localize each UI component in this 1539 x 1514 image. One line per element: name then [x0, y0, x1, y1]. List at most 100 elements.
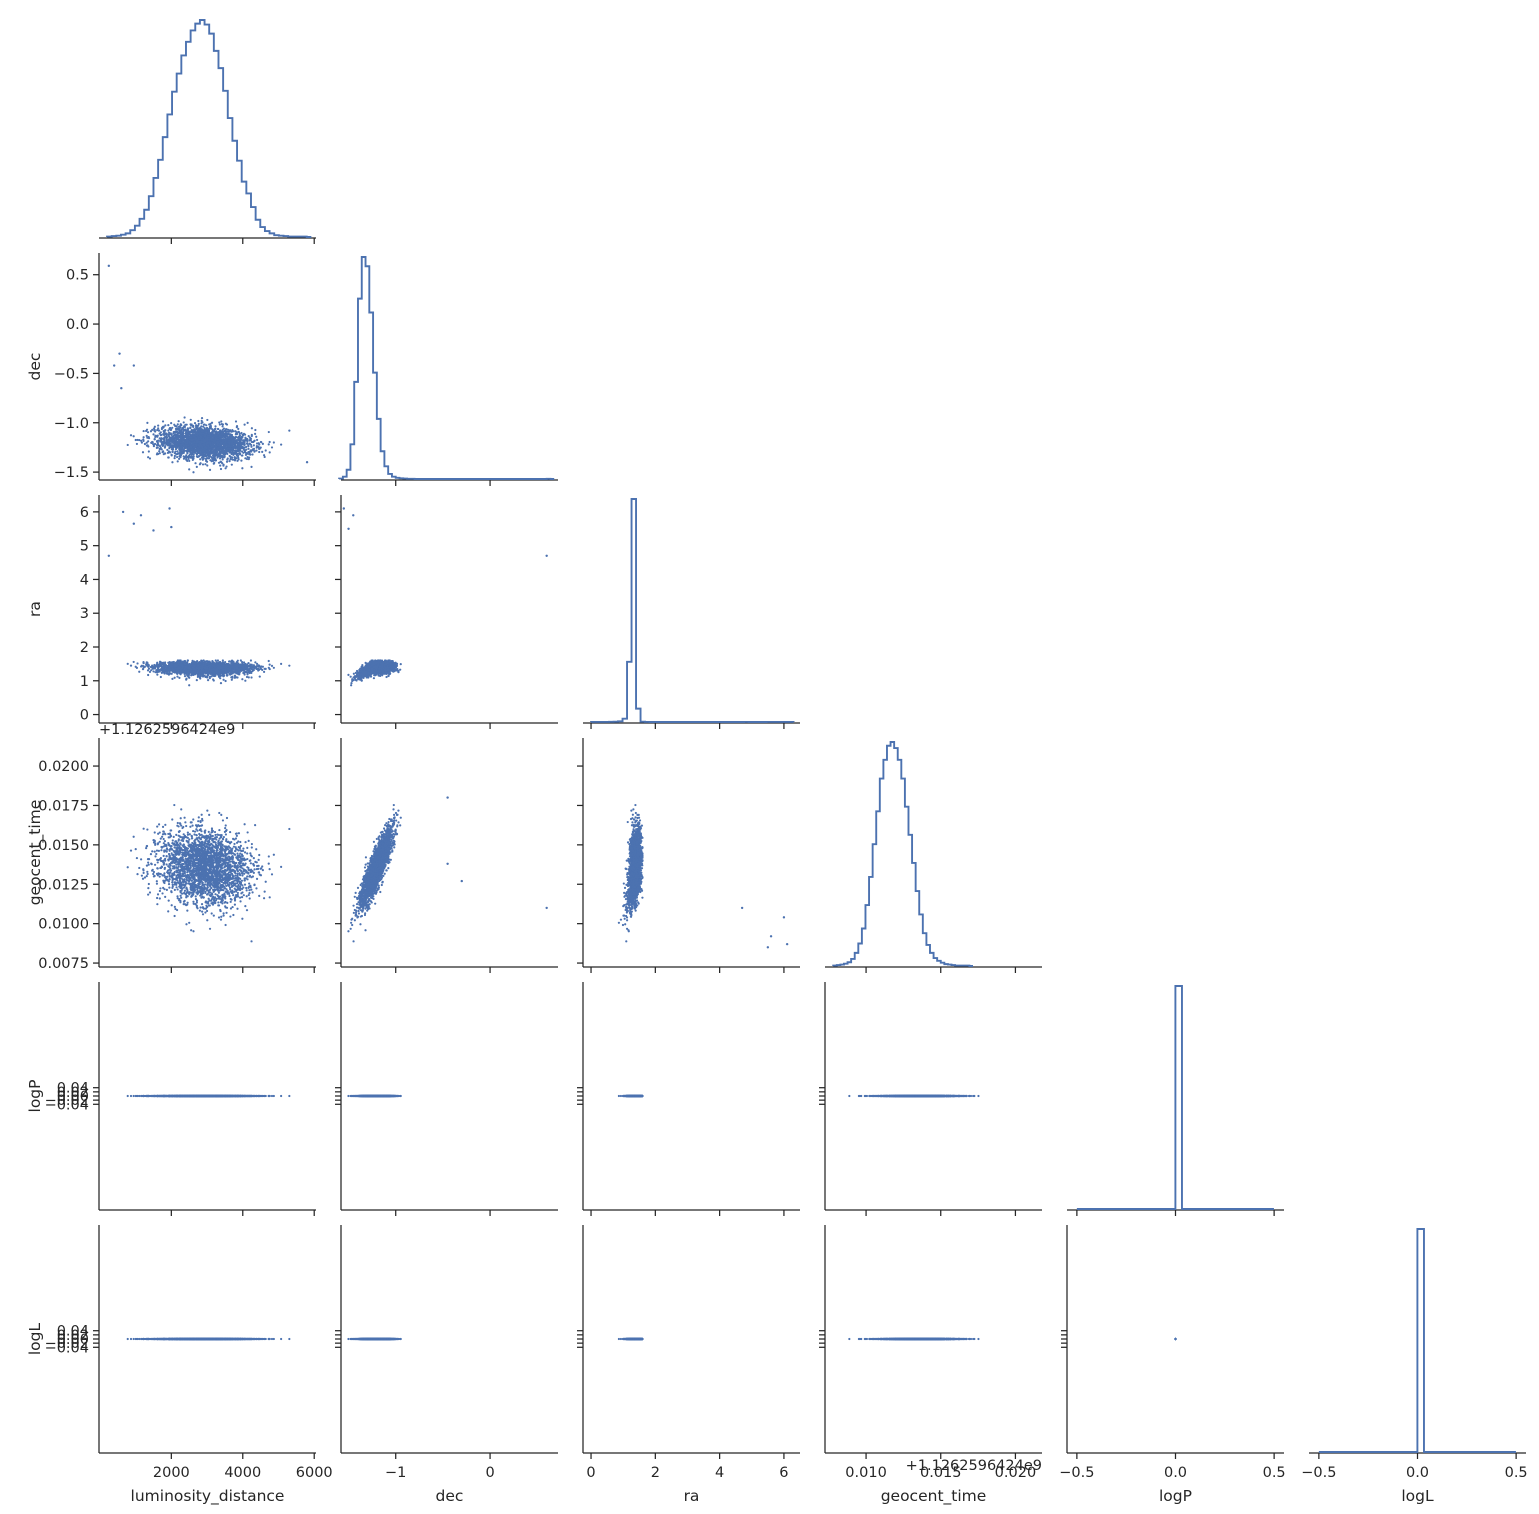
scatter-point	[269, 441, 271, 443]
scatter-point	[146, 429, 148, 431]
scatter-point	[179, 425, 181, 427]
scatter-point	[183, 425, 185, 427]
scatter-outlier	[113, 364, 115, 366]
scatter-point	[212, 432, 214, 434]
scatter-point	[183, 445, 185, 447]
scatter-point	[196, 455, 198, 457]
scatter-point	[202, 432, 204, 434]
scatter-point	[148, 436, 150, 438]
scatter-point	[239, 439, 241, 441]
scatter-point	[162, 450, 164, 452]
scatter-point	[232, 454, 234, 456]
scatter-point	[232, 450, 234, 452]
scatter-point	[159, 432, 161, 434]
scatter-point	[247, 448, 249, 450]
scatter-point	[146, 422, 148, 424]
scatter-point	[202, 449, 204, 451]
scatter-point	[176, 450, 178, 452]
scatter-point	[219, 435, 221, 437]
scatter-point	[170, 422, 172, 424]
scatter-point	[208, 432, 210, 434]
scatter-point	[214, 425, 216, 427]
scatter-point	[238, 436, 240, 438]
scatter-point	[253, 450, 255, 452]
scatter-point	[251, 427, 253, 429]
scatter-point	[225, 437, 227, 439]
scatter-point	[222, 458, 224, 460]
scatter-point	[169, 443, 171, 445]
scatter-point	[234, 446, 236, 448]
scatter-point	[244, 457, 246, 459]
scatter-point	[214, 445, 216, 447]
scatter-point	[256, 439, 258, 441]
scatter-point	[178, 428, 180, 430]
scatter-point	[232, 440, 234, 442]
scatter-point	[217, 428, 219, 430]
scatter-point	[201, 447, 203, 449]
scatter-point	[174, 432, 176, 434]
y-tick-label: 0.0	[66, 317, 89, 333]
scatter-point	[269, 451, 271, 453]
scatter-point	[147, 431, 149, 433]
scatter-point	[171, 427, 173, 429]
scatter-point	[153, 429, 155, 431]
scatter-point	[224, 435, 226, 437]
scatter-point	[245, 452, 247, 454]
scatter-point	[209, 427, 211, 429]
scatter-point	[226, 453, 228, 455]
histogram-dec	[339, 257, 554, 479]
scatter-point	[193, 441, 195, 443]
y-tick-label: 0	[80, 708, 89, 724]
scatter-point	[226, 461, 228, 463]
scatter-point	[198, 451, 200, 453]
scatter-point	[219, 464, 221, 466]
y-tick-label: 5	[80, 539, 89, 555]
scatter-point	[157, 446, 159, 448]
scatter-point	[167, 456, 169, 458]
scatter-point	[155, 435, 157, 437]
scatter-point	[254, 429, 256, 431]
scatter-point	[241, 467, 243, 469]
scatter-point	[167, 429, 169, 431]
scatter-point	[191, 453, 193, 455]
scatter-point	[236, 447, 238, 449]
scatter-point	[161, 442, 163, 444]
scatter-point	[229, 429, 231, 431]
scatter-point	[200, 435, 202, 437]
scatter-point	[218, 462, 220, 464]
scatter-point	[146, 442, 148, 444]
scatter-point	[171, 448, 173, 450]
scatter-outlier	[118, 352, 120, 354]
scatter-point	[165, 436, 167, 438]
scatter-point	[213, 440, 215, 442]
scatter-point	[183, 455, 185, 457]
scatter-point	[224, 441, 226, 443]
scatter-point	[192, 444, 194, 446]
scatter-outlier	[306, 461, 308, 463]
scatter-point	[142, 440, 144, 442]
scatter-point	[229, 447, 231, 449]
scatter-point	[228, 460, 230, 462]
scatter-point	[178, 420, 180, 422]
y-tick-label: 0.5	[66, 268, 89, 284]
scatter-point	[151, 429, 153, 431]
scatter-point	[238, 444, 240, 446]
scatter-point	[157, 444, 159, 446]
scatter-point	[171, 451, 173, 453]
scatter-outlier	[120, 387, 122, 389]
scatter-point	[255, 449, 257, 451]
scatter-point	[182, 438, 184, 440]
scatter-point	[188, 468, 190, 470]
scatter-point	[184, 429, 186, 431]
scatter-point	[204, 446, 206, 448]
scatter-point	[230, 433, 232, 435]
scatter-point	[194, 445, 196, 447]
scatter-point	[236, 431, 238, 433]
scatter-point	[229, 444, 231, 446]
scatter-point	[127, 444, 129, 446]
scatter-point	[164, 429, 166, 431]
scatter-point	[236, 426, 238, 428]
scatter-point	[190, 455, 192, 457]
scatter-point	[177, 452, 179, 454]
